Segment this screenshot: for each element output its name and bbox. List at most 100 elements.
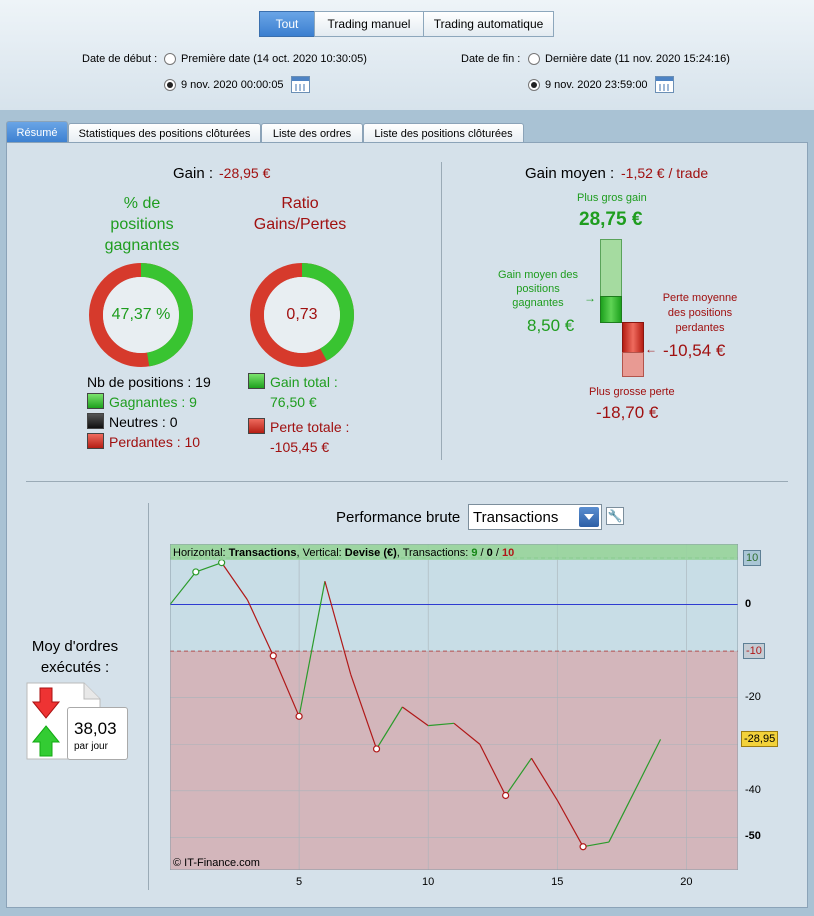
max-loss-value: -18,70 €	[596, 403, 659, 422]
y-tick-label: 0	[745, 597, 752, 610]
end-date-label: Date de fin :	[461, 53, 521, 65]
series-segment	[298, 581, 326, 717]
filter-auto-label: Trading automatique	[433, 17, 544, 31]
pct-title-line2: positions	[110, 216, 174, 233]
gain-value: -28,95 €	[219, 165, 271, 181]
series-point	[372, 745, 381, 753]
x-tick-label: 20	[680, 876, 693, 888]
losing-count: Perdantes : 10	[109, 434, 201, 450]
tab-closed-positions[interactable]: Liste des positions clôturées	[363, 123, 524, 143]
start-calendar-icon[interactable]	[291, 76, 310, 93]
series-segment	[246, 599, 274, 657]
filter-all-button[interactable]: Tout	[259, 11, 315, 37]
start-first-text: Première date (14 oct. 2020 10:30:05)	[181, 53, 367, 65]
pct-donut-win	[89, 263, 193, 367]
filter-manual-button[interactable]: Trading manuel	[314, 11, 424, 37]
y-tick-label: -20	[745, 690, 761, 703]
y-tick-label: -50	[745, 830, 761, 843]
x-tick-label: 10	[422, 876, 435, 888]
end-calendar-icon[interactable]	[655, 76, 674, 93]
pct-donut-center	[103, 277, 179, 353]
series-segment	[634, 739, 662, 792]
tab-closed-positions-label: Liste des positions clôturées	[374, 127, 513, 140]
series-point	[269, 652, 277, 660]
tab-closed-stats[interactable]: Statistiques des positions clôturées	[68, 123, 261, 143]
ratio-donut-center	[264, 277, 340, 353]
ratio-title: Ratio Gains/Pertes	[240, 193, 360, 235]
avg-gain-bar	[600, 296, 622, 323]
chart-lower-zone	[170, 651, 738, 870]
ratio-donut-win	[250, 263, 354, 367]
end-last-radio[interactable]	[528, 53, 540, 65]
start-custom-radio[interactable]	[164, 79, 176, 91]
avg-gain-arrow-icon: →	[584, 291, 596, 305]
neutral-count: Neutres : 0	[109, 414, 178, 430]
performance-chart: Horizontal: Transactions, Vertical: Devi…	[170, 544, 738, 870]
pct-title-line1: % de	[123, 195, 161, 212]
orders-unit: par jour	[74, 741, 108, 752]
ratio-value: 0,73	[286, 306, 318, 323]
gain-total-value: 76,50 €	[270, 394, 317, 410]
chevron-down-icon[interactable]	[579, 507, 599, 527]
end-last-text: Dernière date (11 nov. 2020 15:24:16)	[545, 53, 730, 65]
series-segment	[195, 562, 222, 573]
start-first-radio[interactable]	[164, 53, 176, 65]
tab-orders-label: Liste des ordres	[272, 127, 352, 140]
end-custom-radio[interactable]	[528, 79, 540, 91]
filter-auto-button[interactable]: Trading automatique	[423, 11, 554, 37]
horizontal-divider	[26, 481, 788, 482]
tab-resume-label: Résumé	[16, 126, 58, 139]
series-segment	[556, 799, 584, 848]
y-tick-label: 10	[743, 549, 762, 566]
tab-closed-stats-label: Statistiques des positions clôturées	[78, 127, 251, 140]
orders-label: Moy d'ordres exécutés :	[20, 636, 130, 678]
series-segment	[428, 722, 455, 727]
avg-loss-value: -10,54 €	[663, 341, 726, 360]
series-segment	[221, 562, 248, 601]
perte-totale-label: Perte totale :	[270, 419, 350, 435]
avg-gain-label-line3: gagnantes	[512, 297, 564, 309]
chart-series	[170, 559, 662, 851]
ratio-title-line2: Gains/Pertes	[253, 216, 347, 233]
orders-label-line1: Moy d'ordres	[31, 638, 119, 655]
series-point	[502, 791, 510, 800]
start-date-label: Date de début :	[82, 53, 158, 65]
max-gain-bar	[600, 239, 622, 297]
series-segment	[402, 706, 429, 727]
vertical-divider	[441, 162, 442, 460]
losing-swatch	[87, 433, 104, 449]
series-segment	[479, 743, 507, 796]
gain-total-label: Gain total :	[270, 374, 338, 390]
avg-gain-value: 8,50 €	[527, 316, 575, 335]
y-tick-label: -40	[745, 783, 761, 796]
series-segment	[582, 841, 610, 848]
x-tick-label: 15	[551, 876, 564, 888]
max-gain-value: 28,75 €	[579, 209, 643, 230]
pct-winning-title: % de positions gagnantes	[92, 193, 192, 256]
series-segment	[272, 655, 300, 717]
wrench-icon[interactable]: 🔧	[606, 507, 624, 525]
max-gain-label: Plus gros gain	[577, 192, 647, 204]
max-loss-label: Plus grosse perte	[589, 386, 675, 398]
series-segment	[324, 581, 352, 675]
winning-count: Gagnantes : 9	[109, 394, 197, 410]
series-point	[218, 559, 226, 567]
chart-header-text: Horizontal: Transactions, Vertical: Devi…	[173, 547, 514, 559]
avg-loss-label-line2: des positions	[667, 307, 733, 319]
series-point	[295, 712, 303, 720]
avg-loss-label-line3: perdantes	[675, 322, 725, 334]
x-tick-label: 5	[296, 876, 303, 888]
series-segment	[530, 757, 558, 801]
nb-positions: Nb de positions : 19	[87, 374, 211, 390]
orders-value-box: 38,03 par jour	[67, 707, 128, 760]
avg-loss-arrow-icon: ←	[645, 342, 657, 356]
avg-loss-label: Perte moyenne des positions perdantes	[660, 291, 740, 336]
tab-resume[interactable]: Résumé	[6, 121, 68, 143]
perte-totale-value: -105,45 €	[270, 439, 330, 455]
series-segment	[350, 674, 378, 750]
perf-select[interactable]: Transactions	[468, 504, 602, 530]
avg-loss-bar	[622, 322, 644, 353]
tab-orders[interactable]: Liste des ordres	[261, 123, 363, 143]
pct-value: 47,37 %	[111, 306, 171, 323]
orders-value: 38,03	[74, 719, 117, 738]
